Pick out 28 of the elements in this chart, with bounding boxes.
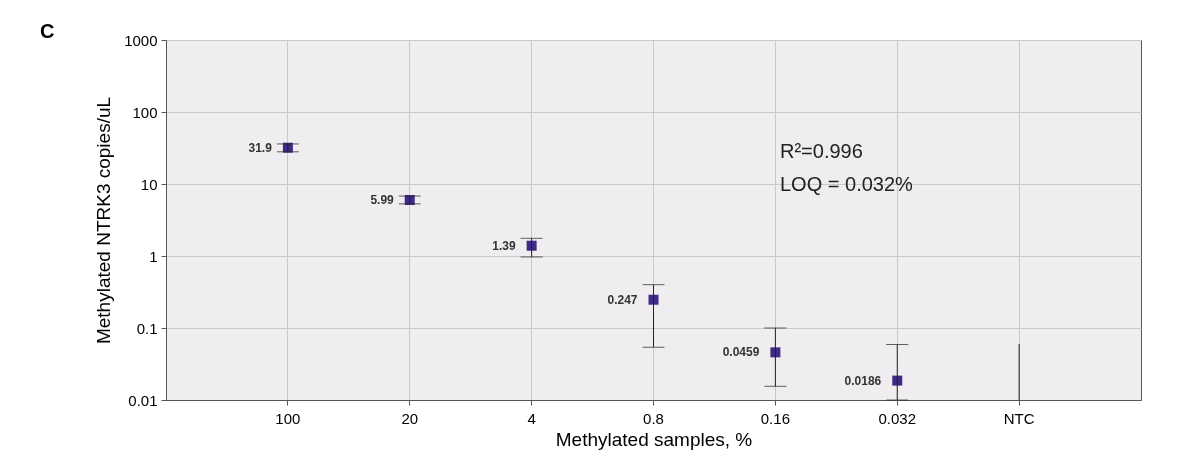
point <box>648 294 659 305</box>
point <box>526 240 537 251</box>
y-tick-label: 0.1 <box>136 319 158 337</box>
annotation: LOQ = 0.032% <box>780 173 914 195</box>
data-label: 0.0186 <box>844 373 882 388</box>
point <box>770 347 781 358</box>
x-tick-label: 0.032 <box>878 409 917 427</box>
point <box>892 375 903 386</box>
y-tick-label: 100 <box>132 103 158 121</box>
data-label: 1.39 <box>492 238 516 253</box>
annotation: R²=0.996 <box>780 140 863 162</box>
x-axis-title: Methylated samples, % <box>555 428 753 450</box>
data-label: 0.0459 <box>722 345 760 360</box>
y-axis-title: Methylated NTRK3 copies/uL <box>93 96 115 345</box>
data-label: 5.99 <box>370 193 395 208</box>
x-tick-label: 0.16 <box>760 409 790 427</box>
y-tick-label: 0.01 <box>128 391 158 409</box>
x-tick-label: 4 <box>527 409 536 427</box>
y-tick-label: 1000 <box>124 31 158 49</box>
text: C <box>40 20 55 42</box>
x-tick-label: NTC <box>1003 409 1035 427</box>
y-tick-label: 10 <box>140 175 158 193</box>
data-label: 0.247 <box>607 292 638 307</box>
x-tick-label: 20 <box>401 409 419 427</box>
x-tick-label: 100 <box>275 409 301 427</box>
x-tick-label: 0.8 <box>643 409 664 427</box>
data-label: 31.9 <box>248 140 273 155</box>
y-tick-label: 1 <box>149 247 158 265</box>
